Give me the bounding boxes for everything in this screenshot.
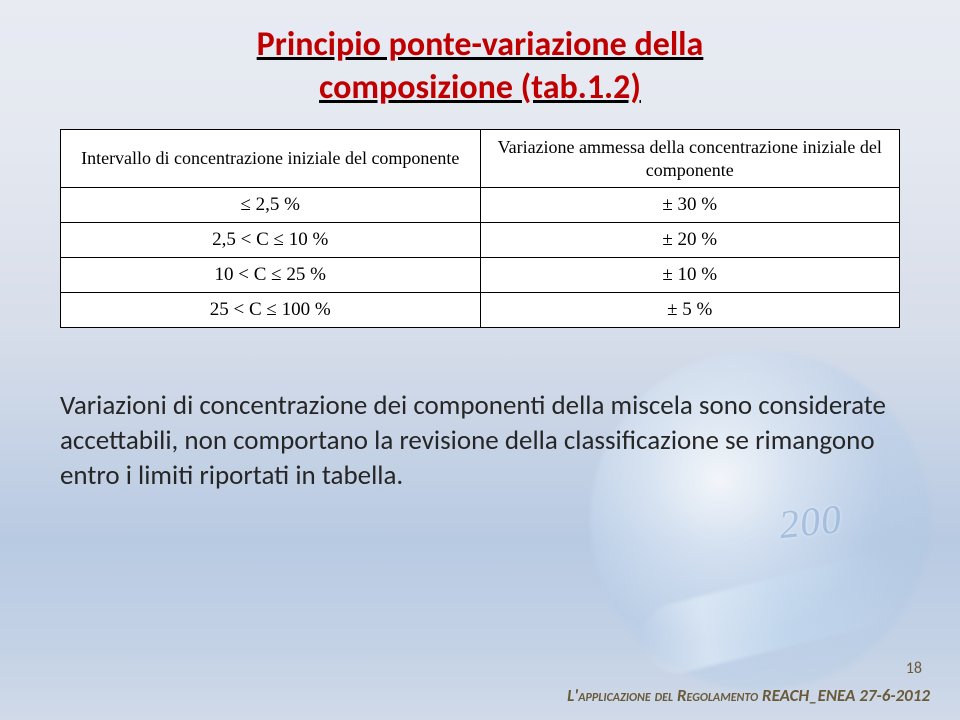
title-line-2: composizione (tab.1.2): [319, 67, 641, 108]
table-row: ≤ 2,5 % ± 30 %: [61, 188, 900, 223]
cell-interval: 2,5 < C ≤ 10 %: [61, 223, 481, 258]
cell-variation: ± 10 %: [480, 258, 900, 293]
body-paragraph: Variazioni di concentrazione dei compone…: [60, 388, 900, 493]
concentration-table: Intervallo di concentrazione iniziale de…: [60, 129, 900, 328]
slide-content: Principio ponte-variazione della composi…: [0, 0, 960, 720]
footer-prefix: L': [567, 685, 578, 706]
table-header-row: Intervallo di concentrazione iniziale de…: [61, 130, 900, 188]
footer-smallcaps-2: egolamento: [687, 685, 759, 706]
footer-word: R: [677, 685, 687, 706]
page-number: 18: [906, 659, 922, 678]
title-line-1: Principio ponte-variazione della: [257, 24, 704, 65]
cell-interval: 10 < C ≤ 25 %: [61, 258, 481, 293]
cell-interval: ≤ 2,5 %: [61, 188, 481, 223]
table-row: 25 < C ≤ 100 % ± 5 %: [61, 293, 900, 328]
col-header-interval: Intervallo di concentrazione iniziale de…: [61, 130, 481, 188]
footer-tail: REACH_ENEA 27-6-2012: [758, 685, 930, 706]
footer-smallcaps-1: applicazione del: [578, 685, 677, 706]
table-row: 2,5 < C ≤ 10 % ± 20 %: [61, 223, 900, 258]
cell-variation: ± 30 %: [480, 188, 900, 223]
table-row: 10 < C ≤ 25 % ± 10 %: [61, 258, 900, 293]
cell-interval: 25 < C ≤ 100 %: [61, 293, 481, 328]
cell-variation: ± 20 %: [480, 223, 900, 258]
col-header-variation: Variazione ammessa della concentrazione …: [480, 130, 900, 188]
cell-variation: ± 5 %: [480, 293, 900, 328]
slide-title: Principio ponte-variazione della composi…: [60, 24, 900, 109]
footer-text: L'applicazione del Regolamento REACH_ENE…: [567, 685, 930, 706]
